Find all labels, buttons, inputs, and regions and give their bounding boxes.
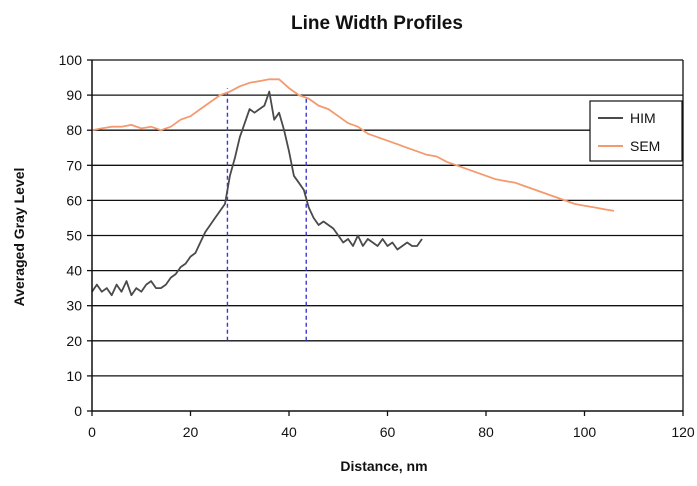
legend-label-sem: SEM	[630, 138, 660, 154]
series-line-him	[91, 90, 423, 297]
y-tick-label: 50	[66, 228, 82, 244]
x-tick-label: 100	[573, 424, 597, 440]
x-tick-label: 40	[281, 424, 297, 440]
tick-labels: 0 10 20 30 40 50 60 70 80 90 100 0 20 40 60 80 100 120	[59, 52, 695, 440]
y-tick-label: 30	[66, 298, 82, 314]
axes	[87, 59, 684, 416]
marker-lines	[226, 88, 307, 341]
legend: HIM SEM	[589, 100, 683, 162]
x-tick-label: 120	[671, 424, 695, 440]
x-tick-label: 60	[380, 424, 396, 440]
y-tick-label: 20	[66, 333, 82, 349]
y-tick-label: 100	[59, 52, 83, 68]
legend-box	[589, 100, 683, 162]
y-tick-label: 40	[66, 263, 82, 279]
x-tick-label: 0	[88, 424, 96, 440]
series-line-sem	[91, 78, 615, 212]
y-axis-label: Averaged Gray Level	[11, 168, 27, 307]
legend-label-him: HIM	[630, 110, 656, 126]
y-tick-label: 90	[66, 87, 82, 103]
series-lines	[91, 78, 615, 297]
y-tick-label: 60	[66, 192, 82, 208]
chart-title: Line Width Profiles	[291, 13, 463, 34]
x-tick-label: 20	[183, 424, 199, 440]
y-tick-label: 0	[74, 403, 82, 419]
x-axis-label: Distance, nm	[340, 458, 427, 474]
y-tick-label: 10	[66, 368, 82, 384]
y-tick-label: 80	[66, 122, 82, 138]
x-tick-label: 80	[478, 424, 494, 440]
y-tick-label: 70	[66, 157, 82, 173]
grid-lines	[92, 59, 683, 377]
